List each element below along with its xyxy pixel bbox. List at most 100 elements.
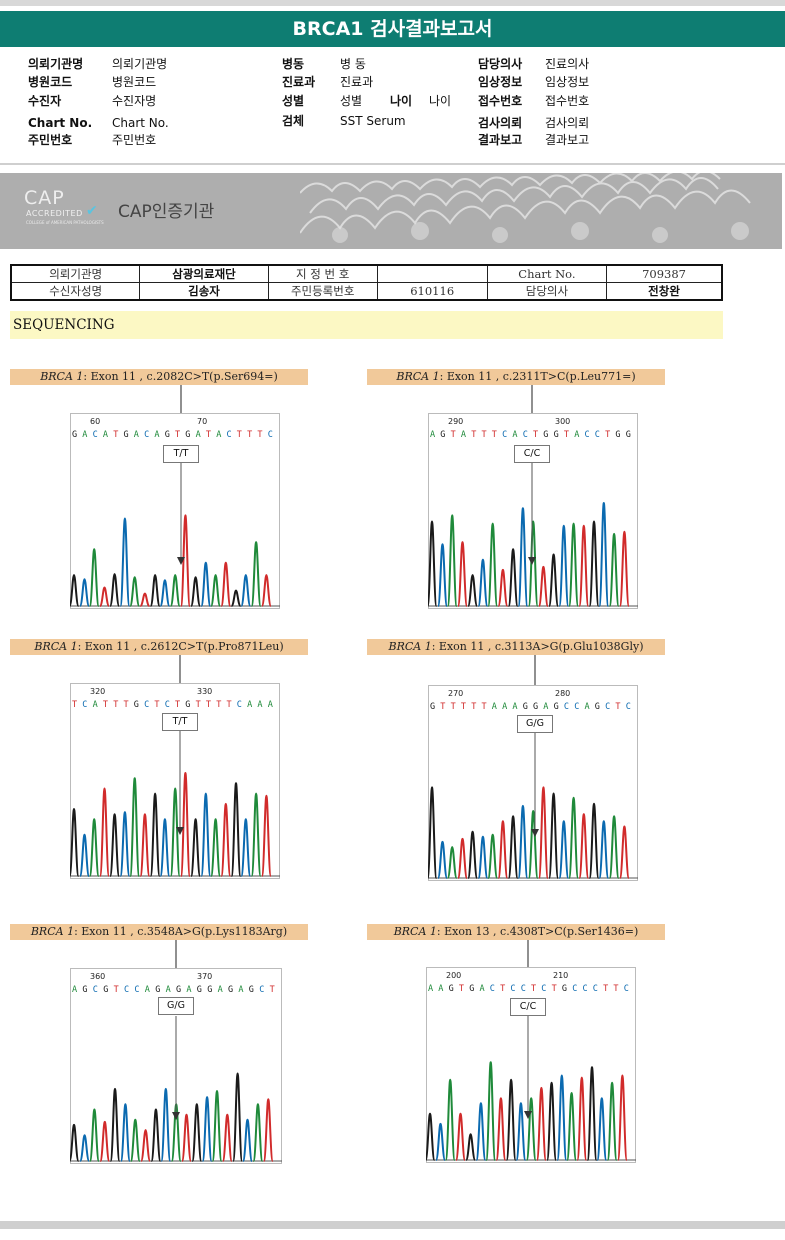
chromatogram-peak [495,1097,507,1161]
base-call: T [175,700,180,710]
chromatogram-peak [190,818,202,877]
chromatogram-peak [201,1096,213,1162]
cell-label: 의뢰기관명 [10,264,141,283]
base-call: C [574,702,579,712]
chromatogram-peak [475,1102,487,1161]
chromatogram-peak [242,1118,253,1162]
base-call: T [531,984,536,994]
chromatogram-peak [487,833,499,879]
chromatogram-peak [608,532,620,607]
cell-value: 610116 [376,282,488,301]
base-call: C [259,985,264,995]
chromatogram-peak [527,520,539,607]
chromatogram-peak [159,579,171,607]
chromatogram-peak [446,846,458,879]
chromatogram-peak [129,576,141,607]
chromatogram-peak [252,1103,264,1162]
base-call: C [572,984,577,994]
base-call: C [521,984,526,994]
base-call: C [237,700,242,710]
base-call: T [237,430,242,440]
cell-label: 담당의사 [486,282,608,301]
chromatogram-peak [119,811,131,877]
base-call: G [554,702,559,712]
chromatogram-peak [586,1066,598,1161]
base-call: C [593,984,598,994]
chromatogram-peak [566,1091,578,1161]
tick-label: 200 [446,971,461,980]
tick-label: 330 [197,687,212,696]
base-call: A [438,984,443,994]
base-call: G [185,430,190,440]
base-call: C [134,985,139,995]
chromatogram-peak [576,1076,588,1161]
patient-table: 의뢰기관명 삼광의료재단 지 정 번 호 Chart No. 709387 수신… [10,264,723,301]
arrow-down-icon [176,827,184,835]
chromatogram-peak [517,804,529,879]
chromatogram-peak [119,1103,131,1162]
info-value: 결과보고 [545,133,590,147]
base-call: C [227,430,232,440]
base-call: T [124,700,129,710]
chromatogram-panel: 60 70G A C A T G A C A G T G A T A C T T T C [70,413,280,609]
chromatogram-peak [598,820,610,879]
info-label: 진료과 [282,75,316,89]
report-title: BRCA1 검사결과보고서 [0,11,785,47]
chromatogram-peak [437,543,448,607]
info-label: 수진자 [28,94,62,108]
chromatogram-peak [79,833,90,877]
chromatogram-peak [190,576,202,607]
gene-name: BRCA 1 [30,925,75,938]
chromatogram-peak [588,802,600,879]
variant-description: : Exon 11 , c.2082C>T(p.Ser694=) [83,370,278,383]
info-label: 병원코드 [28,75,73,89]
base-call: T [500,984,505,994]
base-call: A [502,702,507,712]
cell-label: 수신자성명 [10,282,141,301]
info-value: 접수번호 [545,94,590,108]
variant-label: BRCA 1: Exon 13 , c.4308T>C(p.Ser1436=) [367,924,665,940]
genotype-box: G/G [517,715,553,733]
chromatogram-peak [70,807,80,877]
cap-small-text: COLLEGE of AMERICAN PATHOLOGISTS [26,220,104,225]
chromatogram-peak [537,786,549,879]
chromatogram-peak [467,574,479,607]
cell-value: 709387 [606,264,723,283]
base-call: A [480,984,485,994]
base-call: C [541,984,546,994]
info-label: 접수번호 [478,94,523,108]
chromatogram-peak [457,541,468,607]
section-title: SEQUENCING [10,311,723,339]
base-call: T [482,430,487,440]
genotype-box: C/C [514,445,550,463]
base-call: G [562,984,567,994]
checkmark-icon: ✔ [86,203,98,219]
base-call: T [154,700,159,710]
base-call: G [228,985,233,995]
info-value: SST Serum [340,114,406,128]
cell-label: Chart No. [486,264,608,283]
base-call: G [124,430,129,440]
base-call: T [175,430,180,440]
chromatogram-peak [140,1129,152,1162]
chromatogram-peak [535,1086,547,1161]
chromatogram-peak [260,574,272,607]
chromatogram-peak [505,1078,517,1161]
base-call: T [615,702,620,712]
base-call: C [564,702,569,712]
base-call: A [186,985,191,995]
chromatogram-peak [232,1072,244,1162]
base-call: G [103,985,108,995]
chromatogram-peak [426,1112,436,1161]
info-value: 병원코드 [112,75,157,89]
chromatogram-peak [230,589,242,607]
base-call: G [72,430,77,440]
variant-description: : Exon 11 , c.3548A>G(p.Lys1183Arg) [74,925,288,938]
base-call: A [196,430,201,440]
tick-label: 290 [448,417,463,426]
info-value: 진료과 [340,75,374,89]
info-label: 주민번호 [28,133,73,147]
base-call: T [196,700,201,710]
info-label: 성별 [282,94,305,108]
